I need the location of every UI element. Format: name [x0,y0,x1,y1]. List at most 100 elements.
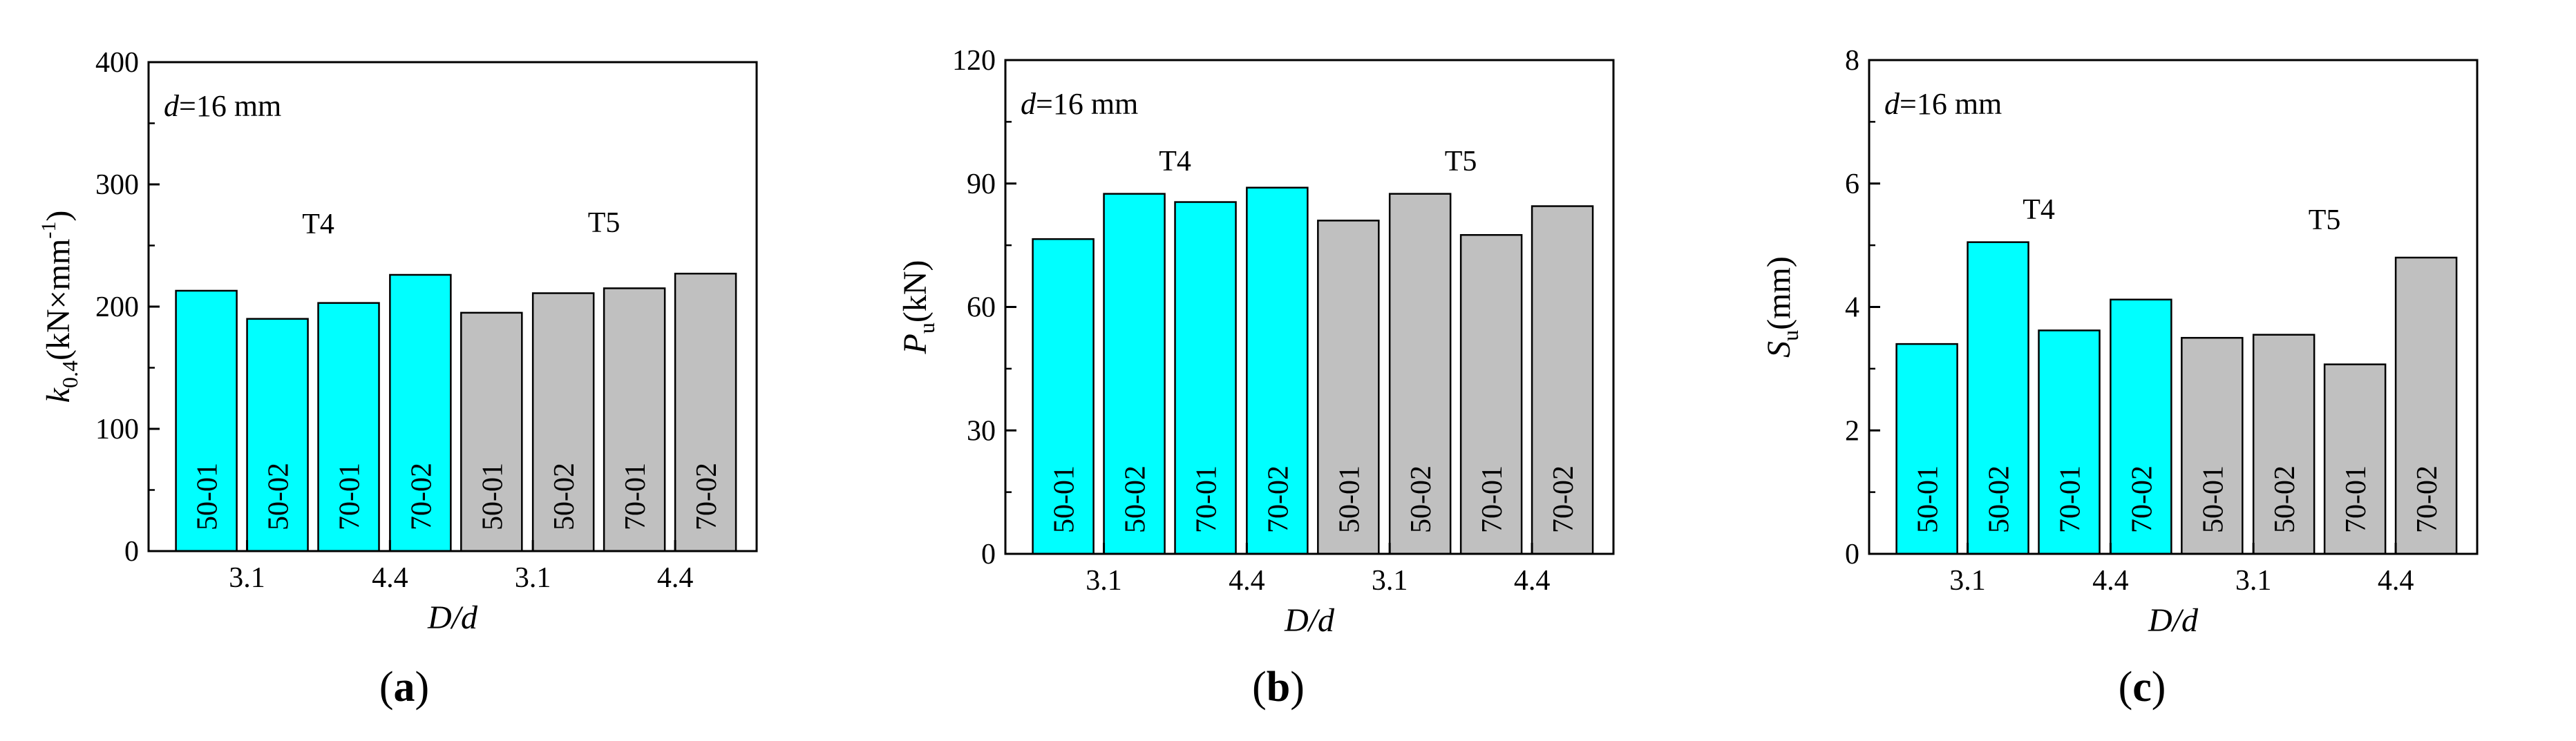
series-label-t4: T4 [302,209,334,240]
y-tick-label: 300 [95,169,139,201]
bar-label: 50-02 [263,463,295,530]
y-tick-label: 90 [967,169,996,200]
bar-label: 50-01 [1913,465,1944,533]
bar-label: 50-02 [549,463,580,530]
y-tick-label: 2 [1845,415,1859,447]
chart-panel-c: 50-01 50-02 70-01 70-02 50-01 50-02 70-01 70-02… [1761,45,2479,711]
panel-paren-open: ( [1252,664,1267,711]
x-tick-label: 3.1 [515,562,551,594]
bar-label: 50-02 [1120,465,1152,533]
y-axis-subscript: u [914,323,939,334]
x-tick-label: 3.1 [1949,565,1986,597]
y-tick-label: 8 [1845,45,1859,77]
bar-label: 70-02 [1262,465,1294,533]
panel-letter: b [1267,664,1290,711]
x-tick-label: 4.4 [2378,565,2414,597]
y-axis-close: ) [40,211,77,222]
y-tick-label: 100 [95,414,139,445]
panel-paren-close: ) [415,664,430,711]
series-label-t5: T5 [1445,146,1477,177]
y-axis-var: P [897,334,934,354]
y-tick-label: 4 [1845,292,1859,324]
y-tick-label: 0 [981,539,996,570]
bar [389,273,452,552]
x-axis-title: D/d [2148,602,2199,639]
bar [1317,220,1380,555]
annotation: d=16 mm [164,89,281,123]
bar-label: 50-01 [1334,465,1365,533]
bar-label: 50-01 [192,463,224,530]
bar [317,302,380,552]
bar-label: 70-01 [2340,465,2372,533]
y-axis-unit: (kN) [897,260,934,323]
annotation: d=16 mm [1884,87,2002,121]
y-axis-unit: (kN×mm [40,239,77,360]
x-tick-label: 3.1 [229,562,265,594]
y-axis-title: Su(mm) [1761,256,1803,358]
series-label-t4: T4 [1159,146,1191,177]
y-axis-title: Pu(kN) [897,260,939,355]
bar [246,318,309,552]
y-axis-title: k0.4(kN×mm-1) [37,211,82,403]
bar-label: 70-01 [334,463,366,530]
bar-label: 70-01 [1477,465,1508,533]
annotation-var: d [164,89,180,123]
panel-paren-close: ) [1290,664,1305,711]
bar-label: 50-02 [1405,465,1437,533]
x-tick-label: 4.4 [1229,565,1265,597]
bar-label: 50-01 [2197,465,2229,533]
bar-label: 70-02 [2412,465,2443,533]
panel-letter: c [2132,664,2152,711]
bar [2323,363,2387,555]
x-tick-label: 4.4 [2092,565,2129,597]
x-tick-label: 4.4 [372,562,408,594]
x-tick-label: 4.4 [657,562,694,594]
y-tick-label: 120 [952,45,996,77]
panel-label: (c) [2119,664,2166,711]
y-axis-unit: (mm) [1761,256,1797,330]
y-axis-superscript: -1 [37,222,60,239]
panel-paren-open: ( [2119,664,2133,711]
bar [2252,334,2315,555]
x-axis-title: D/d [1284,602,1335,639]
bar [1388,193,1452,555]
panel-letter: a [394,664,415,711]
bar-label: 50-02 [1984,465,2016,533]
bar-label: 50-01 [1049,465,1081,533]
chart-panel-b: 50-01 50-02 70-01 70-02 50-01 50-02 70-01 70-02… [897,45,1615,711]
y-axis-subscript: 0.4 [57,360,82,388]
y-tick-label: 200 [95,291,139,323]
y-tick-label: 60 [967,292,996,324]
y-tick-label: 400 [95,47,139,79]
bar-label: 70-02 [406,463,437,530]
bar-label: 70-02 [691,463,723,530]
series-label-t5: T5 [2309,204,2341,236]
bar [1967,241,2029,555]
bar [531,292,595,552]
y-tick-label: 30 [967,415,996,447]
annotation-var: d [1884,87,1900,121]
annotation-value: =16 mm [1036,87,1138,121]
bar [175,289,238,552]
annotation: d=16 mm [1021,87,1138,121]
x-tick-label: 4.4 [1514,565,1551,597]
chart-panel-a: 50-01 50-02 70-01 70-02 50-01 50-02 70-01 70-02… [37,47,758,711]
bar [1459,233,1523,555]
y-tick-label: 0 [1845,539,1859,570]
y-axis-var: S [1761,341,1797,358]
panel-paren-open: ( [379,664,394,711]
bar-label: 70-02 [1548,465,1580,533]
x-axis-title: D/d [427,599,478,636]
x-tick-label: 3.1 [1086,565,1122,597]
series-label-t5: T5 [588,207,621,239]
x-tick-label: 3.1 [2235,565,2272,597]
bar-label: 50-01 [477,463,509,530]
y-axis-var: k [40,387,77,403]
series-label-t4: T4 [2023,194,2055,226]
panel-paren-close: ) [2152,664,2166,711]
y-tick-label: 6 [1845,169,1859,200]
y-axis-subscript: u [1778,330,1803,341]
bar-label: 70-01 [1191,465,1223,533]
bar-label: 70-01 [620,463,652,530]
